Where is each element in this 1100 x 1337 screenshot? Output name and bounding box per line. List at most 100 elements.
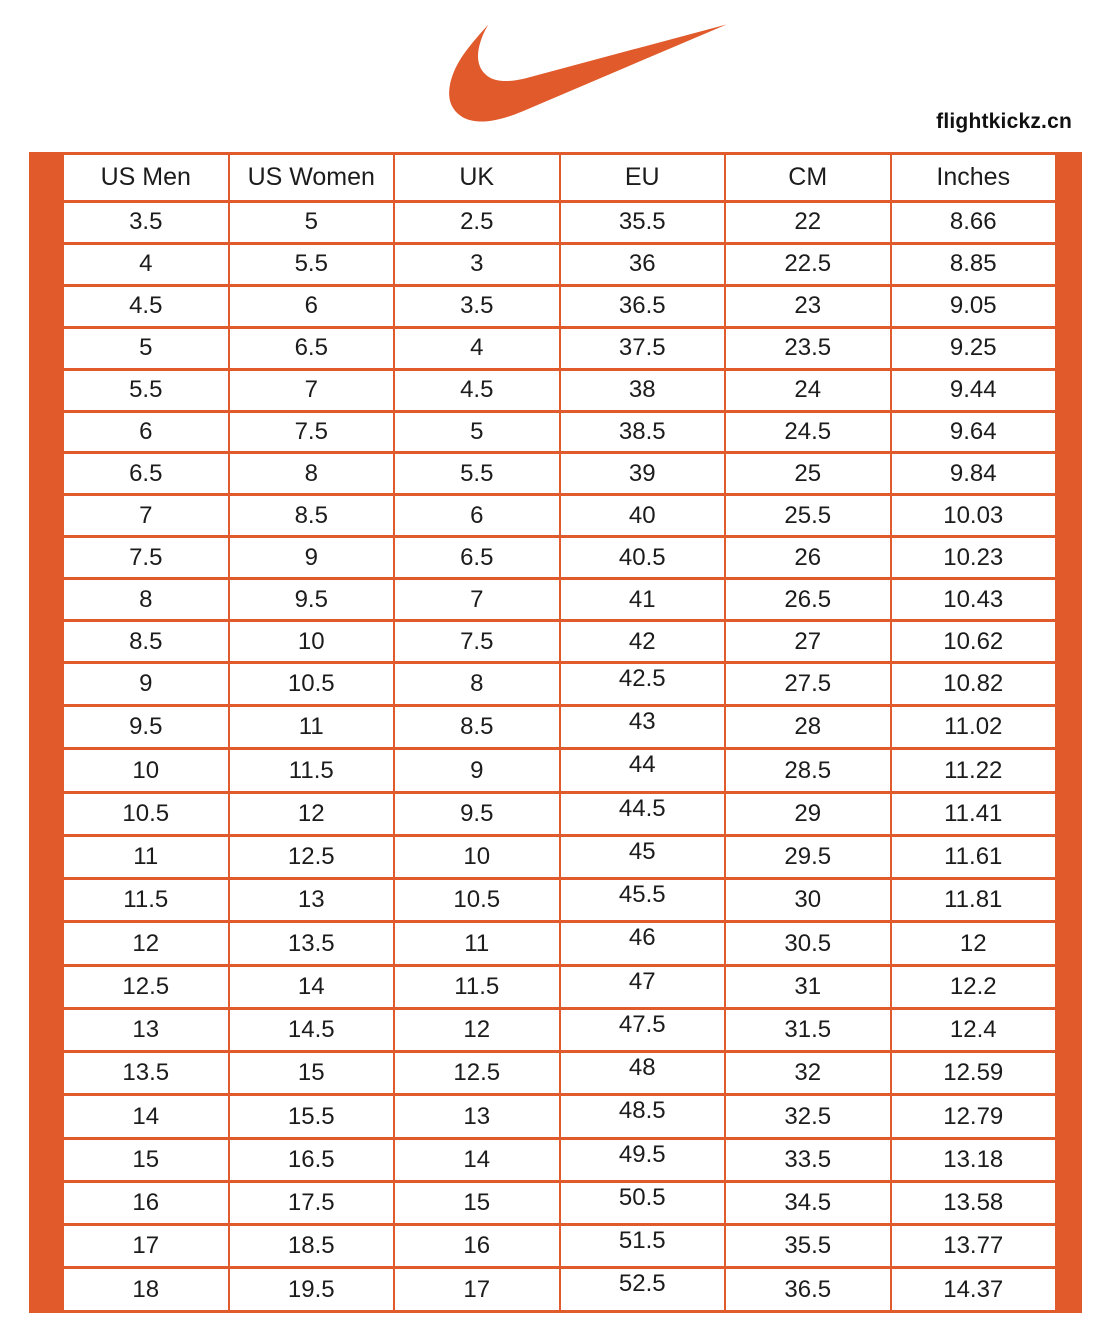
cell-eu: 40.5 bbox=[558, 535, 726, 581]
cell-inches: 9.64 bbox=[889, 409, 1057, 455]
cell-us-women: 6.5 bbox=[227, 325, 395, 371]
cell-us-men: 10.5 bbox=[62, 790, 230, 837]
cell-cm: 32 bbox=[724, 1050, 892, 1097]
cell-inches: 8.85 bbox=[889, 241, 1057, 287]
cell-cm: 26.5 bbox=[724, 577, 892, 623]
cell-cm: 27.5 bbox=[724, 660, 892, 708]
cell-us-men: 10 bbox=[62, 747, 230, 794]
cell-cm: 28.5 bbox=[724, 747, 892, 794]
cell-eu: 36.5 bbox=[558, 283, 726, 329]
cell-cm: 22 bbox=[724, 200, 892, 245]
cell-us-men: 17 bbox=[62, 1223, 230, 1270]
table-row: 4 5.5 3 36 22.5 8.85 bbox=[62, 241, 1057, 287]
cell-us-men: 11.5 bbox=[62, 877, 230, 924]
cell-inches: 9.05 bbox=[889, 283, 1057, 329]
cell-uk: 10.5 bbox=[393, 877, 561, 924]
cell-inches: 8.66 bbox=[889, 200, 1057, 245]
col-header-uk: UK bbox=[393, 152, 561, 203]
cell-inches: 13.18 bbox=[889, 1136, 1057, 1183]
cell-uk: 7 bbox=[393, 577, 561, 623]
cell-us-women: 15 bbox=[227, 1050, 395, 1097]
table-row: 10.5 12 9.5 44.5 29 11.41 bbox=[62, 790, 1057, 837]
table-row: 16 17.5 15 50.5 34.5 13.58 bbox=[62, 1179, 1057, 1227]
cell-uk: 17 bbox=[393, 1266, 561, 1313]
cell-cm: 29.5 bbox=[724, 833, 892, 881]
cell-us-women: 5.5 bbox=[227, 241, 395, 287]
table-row: 10 11.5 9 44 28.5 11.22 bbox=[62, 747, 1057, 794]
col-header-eu: EU bbox=[558, 152, 726, 203]
table-row: 18 19.5 17 52.5 36.5 14.37 bbox=[62, 1266, 1057, 1313]
cell-us-women: 8 bbox=[227, 451, 395, 497]
cell-inches: 11.41 bbox=[889, 790, 1057, 837]
cell-uk: 7.5 bbox=[393, 619, 561, 664]
cell-uk: 12 bbox=[393, 1006, 561, 1054]
header-row: US Men US Women UK EU CM Inches bbox=[62, 152, 1057, 203]
cell-cm: 23 bbox=[724, 283, 892, 329]
cell-eu: 37.5 bbox=[558, 325, 726, 371]
size-chart-table: US Men US Women UK EU CM Inches 3.5 5 2.5 3… bbox=[62, 152, 1057, 1313]
cell-us-women: 14.5 bbox=[227, 1006, 395, 1054]
cell-uk: 8 bbox=[393, 660, 561, 708]
cell-cm: 30 bbox=[724, 877, 892, 924]
cell-uk: 12.5 bbox=[393, 1050, 561, 1097]
table-row: 13 14.5 12 47.5 31.5 12.4 bbox=[62, 1006, 1057, 1054]
cell-eu: 44 bbox=[558, 747, 726, 794]
cell-us-men: 6.5 bbox=[62, 451, 230, 497]
cell-us-men: 5.5 bbox=[62, 367, 230, 413]
cell-us-men: 9 bbox=[62, 660, 230, 708]
cell-us-men: 3.5 bbox=[62, 200, 230, 245]
cell-inches: 11.81 bbox=[889, 877, 1057, 924]
cell-eu: 52.5 bbox=[558, 1266, 726, 1313]
site-watermark: flightkickz.cn bbox=[936, 110, 1072, 133]
cell-us-men: 13 bbox=[62, 1006, 230, 1054]
cell-cm: 35.5 bbox=[724, 1223, 892, 1270]
cell-uk: 5 bbox=[393, 409, 561, 455]
cell-cm: 29 bbox=[724, 790, 892, 837]
cell-inches: 10.82 bbox=[889, 660, 1057, 708]
col-header-us-women: US Women bbox=[227, 152, 395, 203]
table-row: 7 8.5 6 40 25.5 10.03 bbox=[62, 493, 1057, 539]
table-row: 12.5 14 11.5 47 31 12.2 bbox=[62, 963, 1057, 1010]
cell-us-women: 7.5 bbox=[227, 409, 395, 455]
cell-eu: 38 bbox=[558, 367, 726, 413]
cell-eu: 43 bbox=[558, 704, 726, 751]
right-accent-strip bbox=[1057, 152, 1082, 1313]
table-row: 11.5 13 10.5 45.5 30 11.81 bbox=[62, 877, 1057, 924]
col-header-inches: Inches bbox=[889, 152, 1057, 203]
table-row: 8.5 10 7.5 42 27 10.62 bbox=[62, 619, 1057, 664]
cell-cm: 25.5 bbox=[724, 493, 892, 539]
cell-cm: 34.5 bbox=[724, 1179, 892, 1227]
cell-us-men: 11 bbox=[62, 833, 230, 881]
cell-inches: 9.44 bbox=[889, 367, 1057, 413]
cell-us-men: 7 bbox=[62, 493, 230, 539]
cell-uk: 14 bbox=[393, 1136, 561, 1183]
cell-us-men: 14 bbox=[62, 1093, 230, 1140]
cell-cm: 26 bbox=[724, 535, 892, 581]
cell-us-women: 19.5 bbox=[227, 1266, 395, 1313]
cell-eu: 47.5 bbox=[558, 1006, 726, 1054]
cell-us-women: 10 bbox=[227, 619, 395, 664]
cell-uk: 9.5 bbox=[393, 790, 561, 837]
table-row: 4.5 6 3.5 36.5 23 9.05 bbox=[62, 283, 1057, 329]
cell-eu: 36 bbox=[558, 241, 726, 287]
cell-eu: 42.5 bbox=[558, 660, 726, 708]
cell-us-women: 7 bbox=[227, 367, 395, 413]
table-row: 6.5 8 5.5 39 25 9.84 bbox=[62, 451, 1057, 497]
cell-us-men: 12 bbox=[62, 920, 230, 967]
cell-eu: 40 bbox=[558, 493, 726, 539]
cell-eu: 49.5 bbox=[558, 1136, 726, 1183]
table-row: 17 18.5 16 51.5 35.5 13.77 bbox=[62, 1223, 1057, 1270]
cell-inches: 11.22 bbox=[889, 747, 1057, 794]
cell-us-women: 9.5 bbox=[227, 577, 395, 623]
cell-us-men: 4.5 bbox=[62, 283, 230, 329]
cell-us-women: 16.5 bbox=[227, 1136, 395, 1183]
left-accent-strip bbox=[29, 152, 62, 1313]
cell-inches: 9.84 bbox=[889, 451, 1057, 497]
cell-us-women: 15.5 bbox=[227, 1093, 395, 1140]
cell-eu: 48 bbox=[558, 1050, 726, 1097]
cell-us-women: 14 bbox=[227, 963, 395, 1010]
cell-eu: 46 bbox=[558, 920, 726, 967]
cell-eu: 44.5 bbox=[558, 790, 726, 837]
cell-eu: 51.5 bbox=[558, 1223, 726, 1270]
cell-us-men: 5 bbox=[62, 325, 230, 371]
